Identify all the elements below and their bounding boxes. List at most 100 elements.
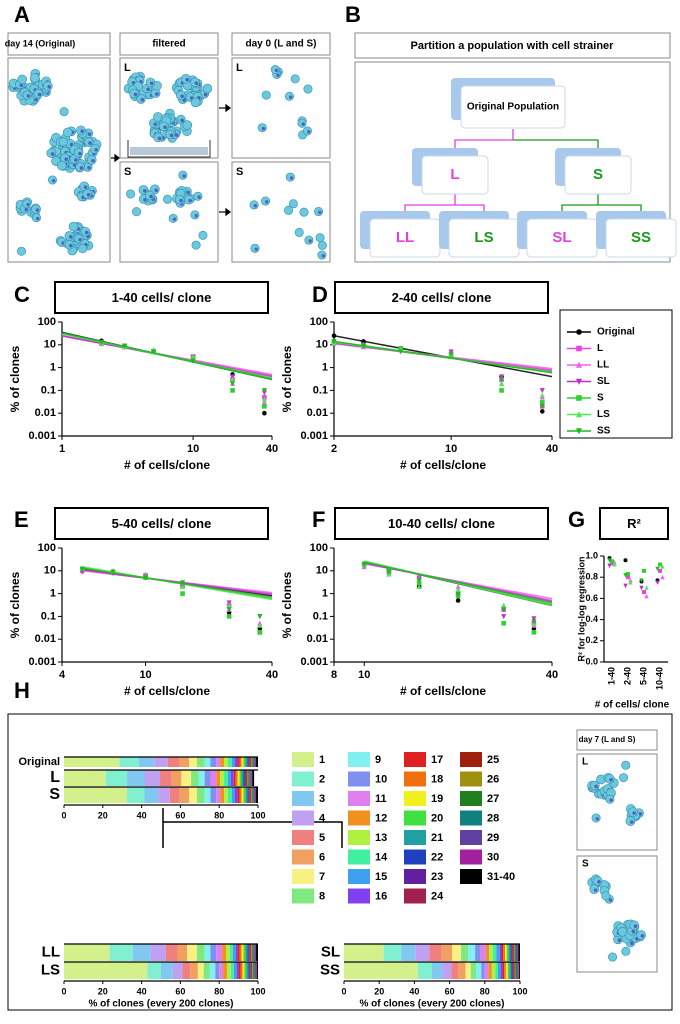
nucleus xyxy=(593,888,598,892)
bar-segment xyxy=(249,962,251,979)
point xyxy=(361,562,367,568)
panel-label: G xyxy=(568,507,585,532)
point xyxy=(531,630,537,635)
bar-segment xyxy=(250,962,252,979)
cell xyxy=(163,194,173,204)
bar-segment xyxy=(229,944,233,961)
cell xyxy=(198,230,208,240)
point xyxy=(499,377,505,383)
bar-segment xyxy=(516,962,518,979)
bar-segment xyxy=(232,944,236,961)
nucleus xyxy=(253,204,258,208)
bar-segment xyxy=(189,757,197,767)
header-text: filtered xyxy=(152,39,185,50)
legend-swatch xyxy=(348,830,370,845)
cell xyxy=(315,233,325,243)
bar-segment xyxy=(239,770,242,786)
bar-segment xyxy=(514,962,516,979)
header-box xyxy=(576,729,658,751)
legend-swatch xyxy=(460,791,482,806)
cell xyxy=(16,246,26,256)
legend-swatch xyxy=(404,791,426,806)
fit-line xyxy=(333,340,553,374)
row-label: Original xyxy=(18,756,60,768)
bar-segment xyxy=(179,787,190,803)
fit-line xyxy=(61,332,273,380)
bar-segment xyxy=(241,757,244,767)
point xyxy=(398,349,404,355)
bar-segment xyxy=(250,757,252,767)
bar-segment xyxy=(154,757,168,767)
cell xyxy=(57,160,67,171)
bar-segment xyxy=(468,944,476,961)
bar-segment xyxy=(256,944,258,961)
point xyxy=(539,404,545,410)
y-tick-label: 100 xyxy=(38,316,56,328)
legend-label: 18 xyxy=(431,773,443,785)
cell xyxy=(621,946,631,956)
nucleus xyxy=(149,194,153,199)
bar-segment xyxy=(506,944,509,961)
nucleus xyxy=(78,237,82,242)
node-label: SL xyxy=(552,229,571,246)
legend-label: 9 xyxy=(375,754,381,766)
row-label: LS xyxy=(41,961,60,978)
point xyxy=(501,607,507,613)
node-label: L xyxy=(450,166,459,183)
node xyxy=(460,85,566,129)
cell xyxy=(182,120,193,130)
bar-segment xyxy=(215,962,220,979)
legend-marker xyxy=(575,428,583,435)
bar-segment xyxy=(249,770,251,786)
cell xyxy=(261,90,271,100)
bar-segment xyxy=(209,962,216,979)
bar-segment xyxy=(465,962,471,979)
y-tick-label: 0.4 xyxy=(585,614,598,624)
bar-segment xyxy=(238,962,241,979)
legend-label: Original xyxy=(597,327,635,338)
legend-label: 26 xyxy=(487,773,499,785)
bar-segment xyxy=(230,770,234,786)
nucleus xyxy=(194,81,199,85)
cell xyxy=(608,952,618,962)
x-tick-label: 60 xyxy=(175,986,185,996)
bar-segment xyxy=(239,944,242,961)
bar-segment xyxy=(144,770,161,786)
nucleus xyxy=(629,820,634,824)
nucleus xyxy=(94,148,99,152)
bar-segment xyxy=(190,962,198,979)
row-label: LL xyxy=(42,943,60,960)
bar-segment xyxy=(222,944,226,961)
point xyxy=(230,381,236,387)
bar-segment xyxy=(167,757,180,767)
bar-segment xyxy=(246,962,249,979)
nucleus xyxy=(133,92,138,97)
nucleus xyxy=(318,210,322,215)
point xyxy=(262,404,267,409)
bar-segment xyxy=(503,944,506,961)
chart-title: 2-40 cells/ clone xyxy=(392,290,492,305)
bar-segment xyxy=(237,787,240,803)
bar-segment xyxy=(518,944,520,961)
point xyxy=(262,410,267,416)
cell-box xyxy=(576,753,658,851)
nucleus xyxy=(633,924,638,928)
legend-swatch xyxy=(348,791,370,806)
bar-segment xyxy=(204,757,211,767)
point xyxy=(501,620,506,626)
nucleus xyxy=(79,166,84,170)
point xyxy=(501,614,507,620)
x-tick-label: 10 xyxy=(187,443,199,455)
legend-label: LL xyxy=(597,360,609,371)
legend-swatch xyxy=(348,888,370,904)
bar-segment xyxy=(171,770,182,786)
point xyxy=(607,563,612,568)
bar-segment xyxy=(417,962,432,979)
legend-swatch xyxy=(460,810,482,826)
x-axis-label: % of clones (every 200 clones) xyxy=(88,999,233,1010)
point xyxy=(455,583,461,590)
bar-segment xyxy=(461,944,469,961)
bar-segment xyxy=(250,787,252,803)
bar-segment xyxy=(119,757,139,767)
fit-line xyxy=(364,561,553,604)
